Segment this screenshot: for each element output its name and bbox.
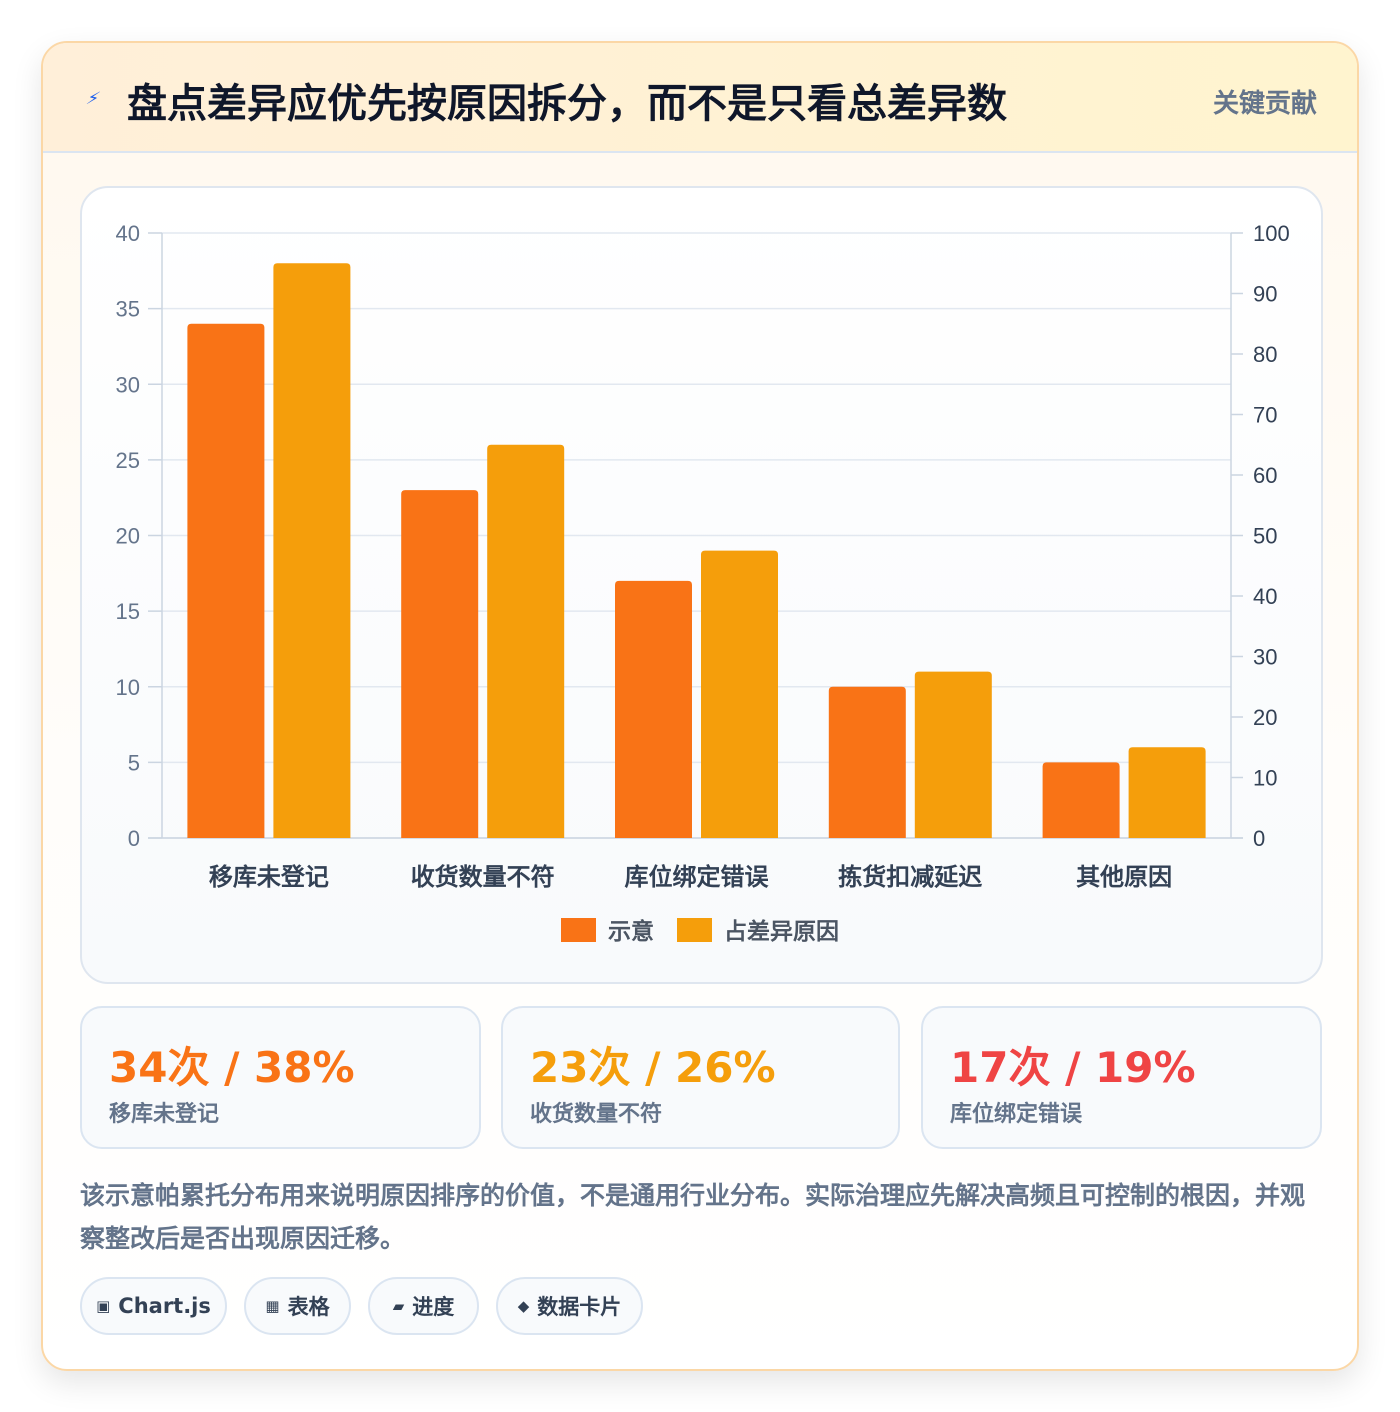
stat-card-3: 17次 / 19% 库位绑定错误 — [921, 1006, 1322, 1149]
bar-chart: 0 5 10 15 20 25 30 35 40 0 10 20 30 40 50 60 70 80 90 100 移库… — [116, 221, 1290, 945]
y-tick-right: 60 — [1253, 463, 1277, 488]
y-tick-left: 5 — [128, 750, 140, 775]
legend-swatch — [561, 918, 596, 942]
legend-label: 占差异原因 — [724, 918, 839, 945]
bar — [1128, 747, 1206, 838]
bar — [187, 323, 265, 838]
y-tick-right: 90 — [1253, 282, 1277, 307]
x-tick-label: 库位绑定错误 — [625, 863, 770, 891]
y-tick-right: 30 — [1253, 645, 1277, 670]
stat-value: 23次 / 26% — [530, 1043, 776, 1092]
pill-chartjs[interactable]: ▣ Chart.js — [80, 1277, 227, 1335]
y-tick-left: 0 — [128, 826, 140, 851]
stat-card-2: 23次 / 26% 收货数量不符 — [501, 1006, 900, 1149]
y-tick-left: 20 — [116, 524, 140, 549]
lightning-icon: ⚡ — [83, 89, 103, 109]
legend-swatch — [677, 918, 712, 942]
pill-progress[interactable]: ▰ 进度 — [368, 1277, 479, 1335]
pill-label: 进度 — [412, 1295, 455, 1319]
progress-icon: ▰ — [392, 1297, 405, 1315]
card: ⚡ 盘点差异应优先按原因拆分，而不是只看总差异数 关键贡献 0 5 10 15 20 25… — [41, 41, 1359, 1371]
pill-label: 表格 — [287, 1295, 330, 1319]
pill-data-card[interactable]: ◆ 数据卡片 — [496, 1277, 643, 1335]
y-tick-right: 40 — [1253, 584, 1277, 609]
y-tick-left: 10 — [116, 675, 140, 700]
footnote: 该示意帕累托分布用来说明原因排序的价值，不是通用行业分布。实际治理应先解决高频且… — [80, 1181, 1306, 1253]
header-tag: 关键贡献 — [1212, 89, 1317, 119]
x-tick-label: 收货数量不符 — [411, 863, 555, 891]
stat-label: 移库未登记 — [109, 1102, 220, 1127]
bar — [273, 263, 351, 838]
page-title: 盘点差异应优先按原因拆分，而不是只看总差异数 — [127, 81, 1007, 127]
diamond-icon: ◆ — [517, 1297, 530, 1315]
bar — [615, 580, 692, 838]
bar — [487, 444, 565, 838]
y-tick-left: 30 — [116, 372, 140, 397]
chart-container: 0 5 10 15 20 25 30 35 40 0 10 20 30 40 50 60 70 80 90 100 移库… — [80, 186, 1323, 984]
bar — [914, 671, 992, 838]
y-tick-right: 10 — [1253, 766, 1277, 791]
y-tick-left: 35 — [116, 297, 140, 322]
bar — [1042, 762, 1120, 838]
y-tick-right: 70 — [1253, 403, 1277, 428]
y-tick-right: 100 — [1253, 221, 1290, 246]
x-tick-label: 其他原因 — [1076, 863, 1172, 891]
stat-label: 收货数量不符 — [530, 1102, 663, 1127]
stat-label: 库位绑定错误 — [950, 1102, 1083, 1127]
pill-table[interactable]: ▦ 表格 — [244, 1277, 351, 1335]
stat-value: 17次 / 19% — [950, 1043, 1196, 1092]
card-header: ⚡ 盘点差异应优先按原因拆分，而不是只看总差异数 关键贡献 — [43, 43, 1357, 153]
y-tick-right: 20 — [1253, 705, 1277, 730]
y-tick-right: 50 — [1253, 524, 1277, 549]
y-tick-left: 25 — [116, 448, 140, 473]
x-tick-label: 拣货扣减延迟 — [838, 863, 982, 891]
chart-icon: ▣ — [96, 1297, 111, 1315]
y-tick-right: 80 — [1253, 342, 1277, 367]
pill-label: Chart.js — [118, 1294, 211, 1318]
y-tick-left: 40 — [116, 221, 140, 246]
bar — [701, 550, 778, 838]
stat-value: 34次 / 38% — [109, 1043, 355, 1092]
bar — [828, 686, 906, 838]
pill-label: 数据卡片 — [537, 1295, 622, 1319]
bar — [401, 490, 479, 838]
x-tick-label: 移库未登记 — [209, 863, 329, 891]
y-tick-left: 15 — [116, 599, 140, 624]
stat-card-1: 34次 / 38% 移库未登记 — [80, 1006, 481, 1149]
legend-label: 示意 — [608, 918, 654, 945]
table-icon: ▦ — [265, 1297, 280, 1315]
y-tick-right: 0 — [1253, 826, 1265, 851]
